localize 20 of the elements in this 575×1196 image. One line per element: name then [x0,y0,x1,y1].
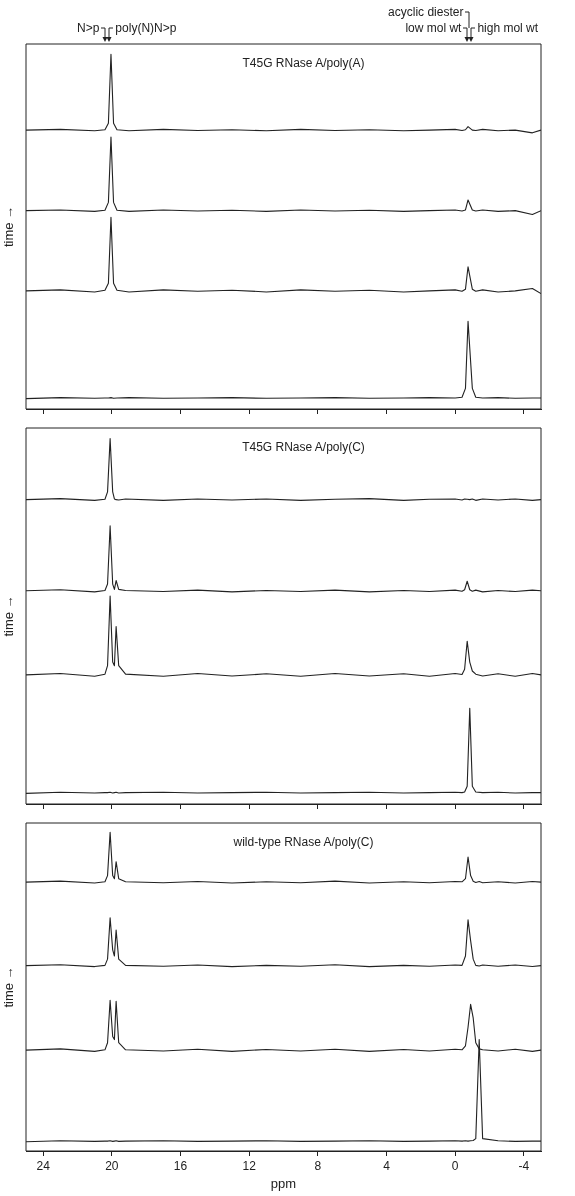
text: poly(N)N>p [115,21,177,35]
x-tick-label: 20 [105,1158,119,1173]
text: high mol wt [477,21,539,35]
text: low mol wt [405,21,463,35]
x-tick-label: 12 [242,1158,257,1173]
chart-title: T45G RNase A/poly(C) [242,440,365,455]
x-tick-label: 24 [36,1158,51,1173]
x-tick-label: 0 [451,1158,459,1173]
chart-title: wild-type RNase A/poly(C) [232,835,374,850]
x-tick-label: 8 [314,1158,322,1173]
y-axis-title: time → [1,205,17,248]
x-tick-label: 4 [383,1158,391,1173]
chart-title: T45G RNase A/poly(A) [242,56,365,71]
y-axis-title: time → [1,966,17,1008]
x-tick-label: -4 [518,1158,530,1173]
text: acyclic diester [388,5,464,19]
x-axis-title: ppm [270,1175,297,1191]
text: N>p [77,21,100,35]
x-tick-label: 16 [173,1158,188,1173]
y-axis-title: time → [1,595,17,637]
